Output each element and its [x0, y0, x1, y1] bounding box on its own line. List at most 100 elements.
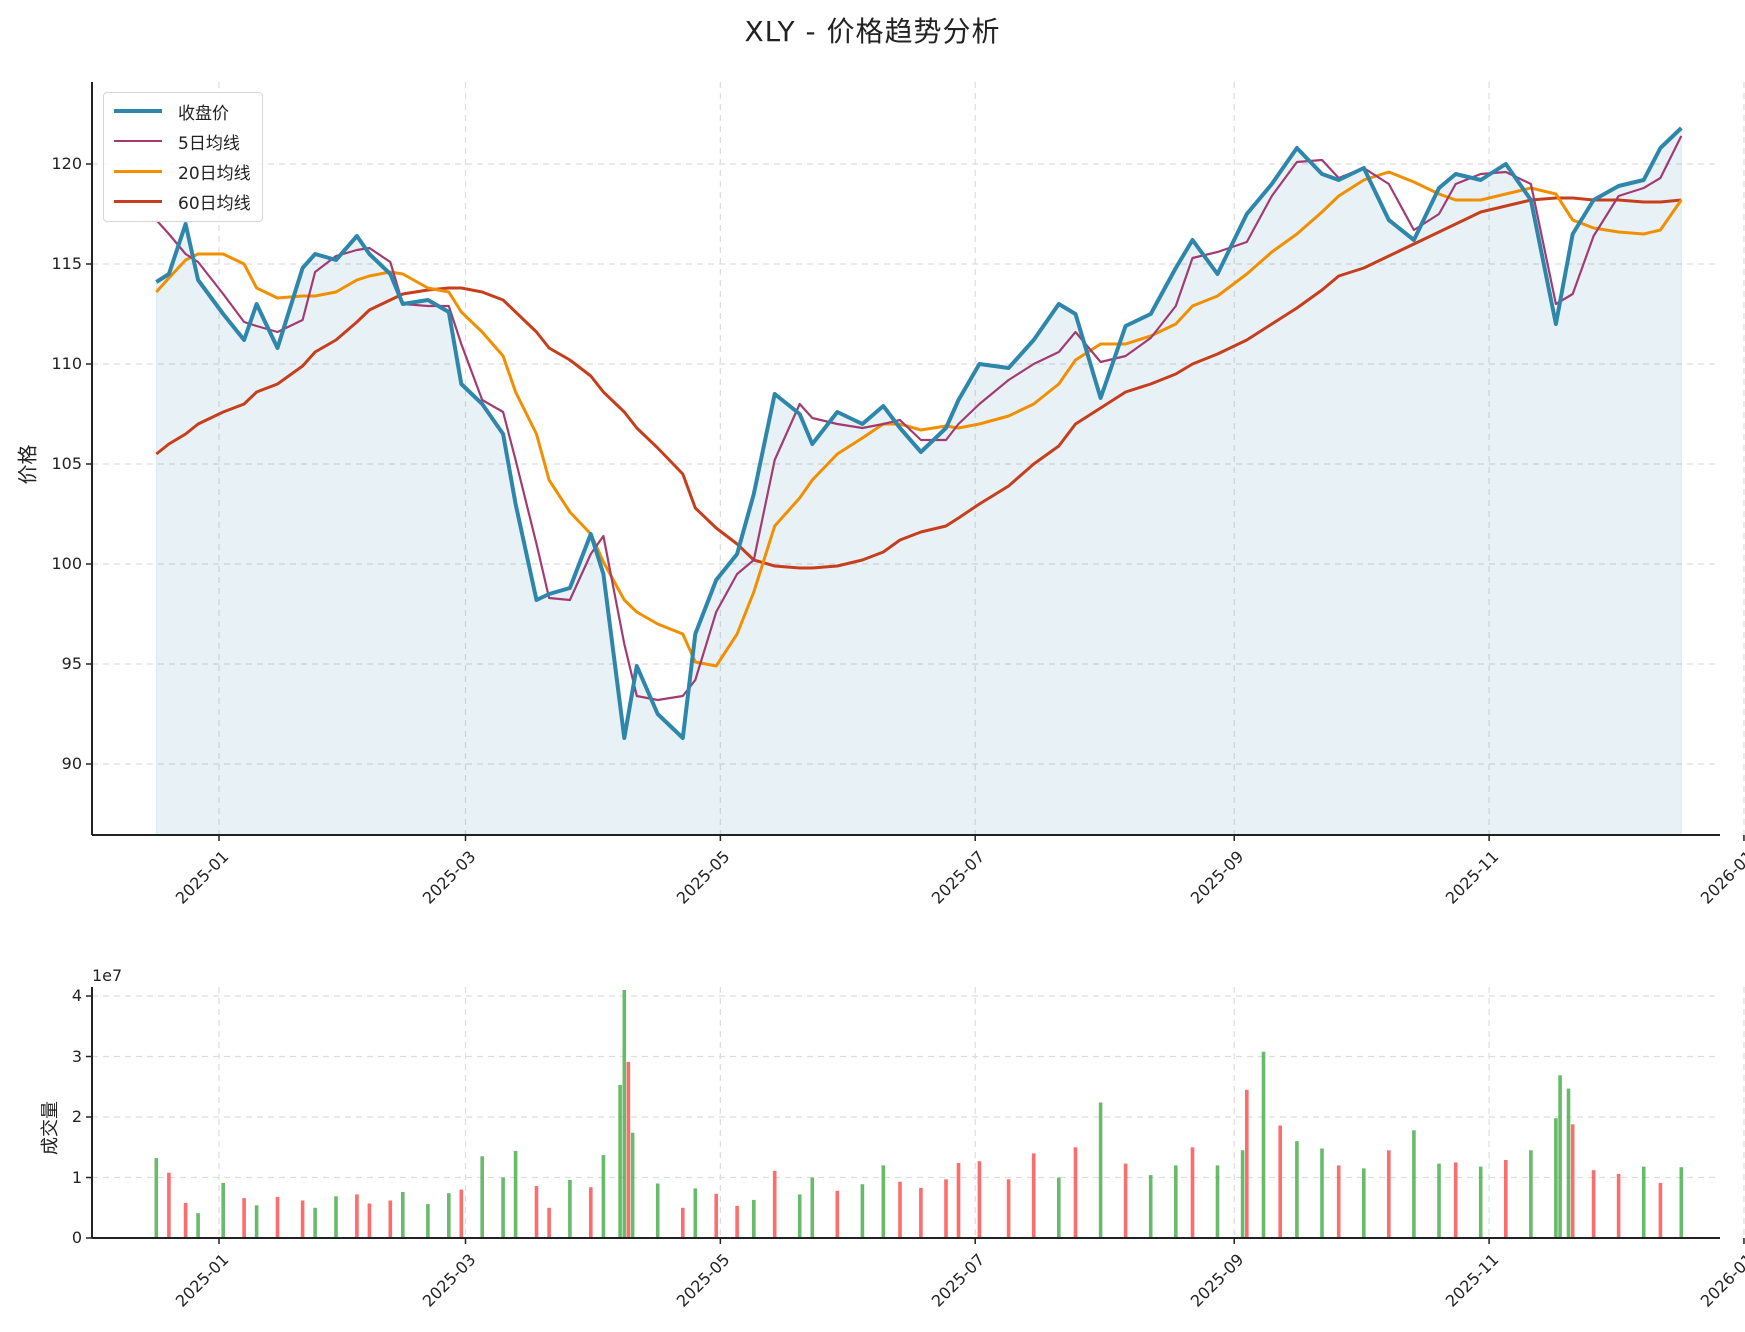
- volume-bar: [154, 1158, 159, 1238]
- volume-bar: [401, 1192, 405, 1238]
- volume-bar: [1261, 1051, 1266, 1238]
- volume-bar: [1295, 1141, 1299, 1238]
- legend-swatch-ma20: [114, 169, 162, 173]
- volume-bar: [447, 1193, 451, 1238]
- volume-y-tick-label: 1: [71, 1167, 82, 1187]
- volume-bar: [1057, 1177, 1061, 1238]
- volume-bar: [735, 1205, 739, 1238]
- price-lines: [155, 126, 1683, 740]
- volume-grid: [92, 987, 1745, 1238]
- price-y-tick-label: 95: [61, 654, 82, 673]
- price-y-tick-label: 115: [51, 254, 82, 273]
- volume-bar: [367, 1203, 372, 1238]
- volume-bar: [810, 1177, 815, 1238]
- volume-bar: [1504, 1160, 1508, 1238]
- volume-bar: [1679, 1167, 1684, 1238]
- volume-bar: [1006, 1179, 1011, 1238]
- legend-swatch-ma5: [114, 140, 162, 142]
- volume-bar: [459, 1189, 464, 1238]
- volume-axes: [86, 987, 1745, 1244]
- legend-swatch-close: [114, 109, 162, 113]
- price-y-tick-label: 90: [61, 754, 82, 773]
- volume-bar: [1148, 1175, 1153, 1238]
- close-price-fill: [155, 126, 1682, 836]
- price-y-tick-label: 110: [51, 354, 82, 373]
- volume-bar: [1174, 1165, 1178, 1238]
- volume-bar: [977, 1161, 982, 1238]
- volume-bar: [313, 1207, 317, 1239]
- volume-bar: [513, 1150, 518, 1238]
- legend-label: 5日均线: [178, 133, 240, 154]
- volume-bar: [898, 1181, 902, 1238]
- volume-bar: [835, 1190, 840, 1238]
- legend-item-ma60: 60日均线: [114, 189, 251, 214]
- volume-bar: [589, 1187, 593, 1238]
- volume-bar: [300, 1200, 305, 1238]
- volume-bar: [1073, 1147, 1078, 1239]
- volume-bar: [388, 1200, 393, 1238]
- volume-y-tick-label: 3: [71, 1046, 82, 1066]
- price-axes: [86, 82, 1745, 841]
- volume-bar: [1098, 1102, 1103, 1238]
- volume-bar: [355, 1194, 359, 1238]
- volume-bar: [681, 1207, 685, 1239]
- volume-y-tick-label: 2: [71, 1107, 82, 1126]
- price-legend: 收盘价 5日均线 20日均线 60日均线: [103, 92, 263, 222]
- legend-item-ma20: 20日均线: [114, 159, 251, 184]
- volume-bar: [630, 1132, 635, 1238]
- volume-bar: [693, 1188, 698, 1238]
- volume-bar: [275, 1196, 280, 1238]
- volume-bar: [618, 1084, 622, 1238]
- volume-bar: [426, 1204, 430, 1238]
- volume-bar: [1453, 1162, 1458, 1238]
- volume-bar: [655, 1183, 660, 1238]
- volume-bar: [1387, 1150, 1391, 1238]
- volume-bar: [501, 1177, 505, 1238]
- volume-y-tick-label: 4: [71, 986, 82, 1005]
- volume-bar: [1437, 1163, 1441, 1238]
- volume-bar: [1215, 1165, 1220, 1238]
- volume-bar: [1190, 1147, 1195, 1239]
- chart-title: XLY - 价格趋势分析: [744, 15, 1001, 48]
- volume-bar: [1362, 1168, 1366, 1238]
- legend-item-ma5: 5日均线: [114, 129, 240, 154]
- price-grid: [92, 82, 1745, 835]
- volume-bar: [334, 1196, 338, 1238]
- volume-bar: [196, 1213, 200, 1238]
- volume-bar: [1529, 1150, 1533, 1238]
- volume-bar: [714, 1193, 718, 1238]
- volume-bar: [1478, 1166, 1483, 1238]
- volume-bar: [1554, 1118, 1558, 1238]
- series-line: [155, 196, 1682, 570]
- volume-bar: [626, 1061, 631, 1238]
- volume-y-tick-label: 0: [71, 1228, 82, 1247]
- volume-bar: [1123, 1163, 1128, 1238]
- volume-bar: [1278, 1125, 1282, 1238]
- volume-bar: [881, 1165, 886, 1238]
- volume-bar: [547, 1207, 551, 1239]
- legend-label: 60日均线: [178, 193, 251, 214]
- volume-bar: [1591, 1170, 1596, 1238]
- volume-bar: [1320, 1148, 1324, 1238]
- series-line: [155, 126, 1683, 740]
- volume-bar: [167, 1172, 171, 1238]
- volume-bar: [772, 1170, 777, 1238]
- volume-bar: [254, 1205, 259, 1238]
- price-y-tick-label: 120: [51, 154, 82, 173]
- volume-bar: [221, 1182, 225, 1238]
- series-line: [155, 170, 1683, 668]
- volume-bar: [1245, 1089, 1249, 1238]
- volume-bar: [622, 990, 627, 1238]
- volume-bar: [956, 1163, 961, 1238]
- volume-bar: [752, 1199, 756, 1238]
- volume-bar: [860, 1184, 865, 1238]
- volume-bar: [1566, 1088, 1571, 1238]
- volume-bar: [183, 1202, 188, 1238]
- volume-bar: [1641, 1166, 1646, 1238]
- volume-offset-label: 1e7: [92, 966, 123, 985]
- volume-bar: [919, 1187, 923, 1238]
- volume-bar: [1616, 1173, 1621, 1238]
- volume-bar: [1658, 1182, 1663, 1238]
- volume-bar: [480, 1156, 484, 1238]
